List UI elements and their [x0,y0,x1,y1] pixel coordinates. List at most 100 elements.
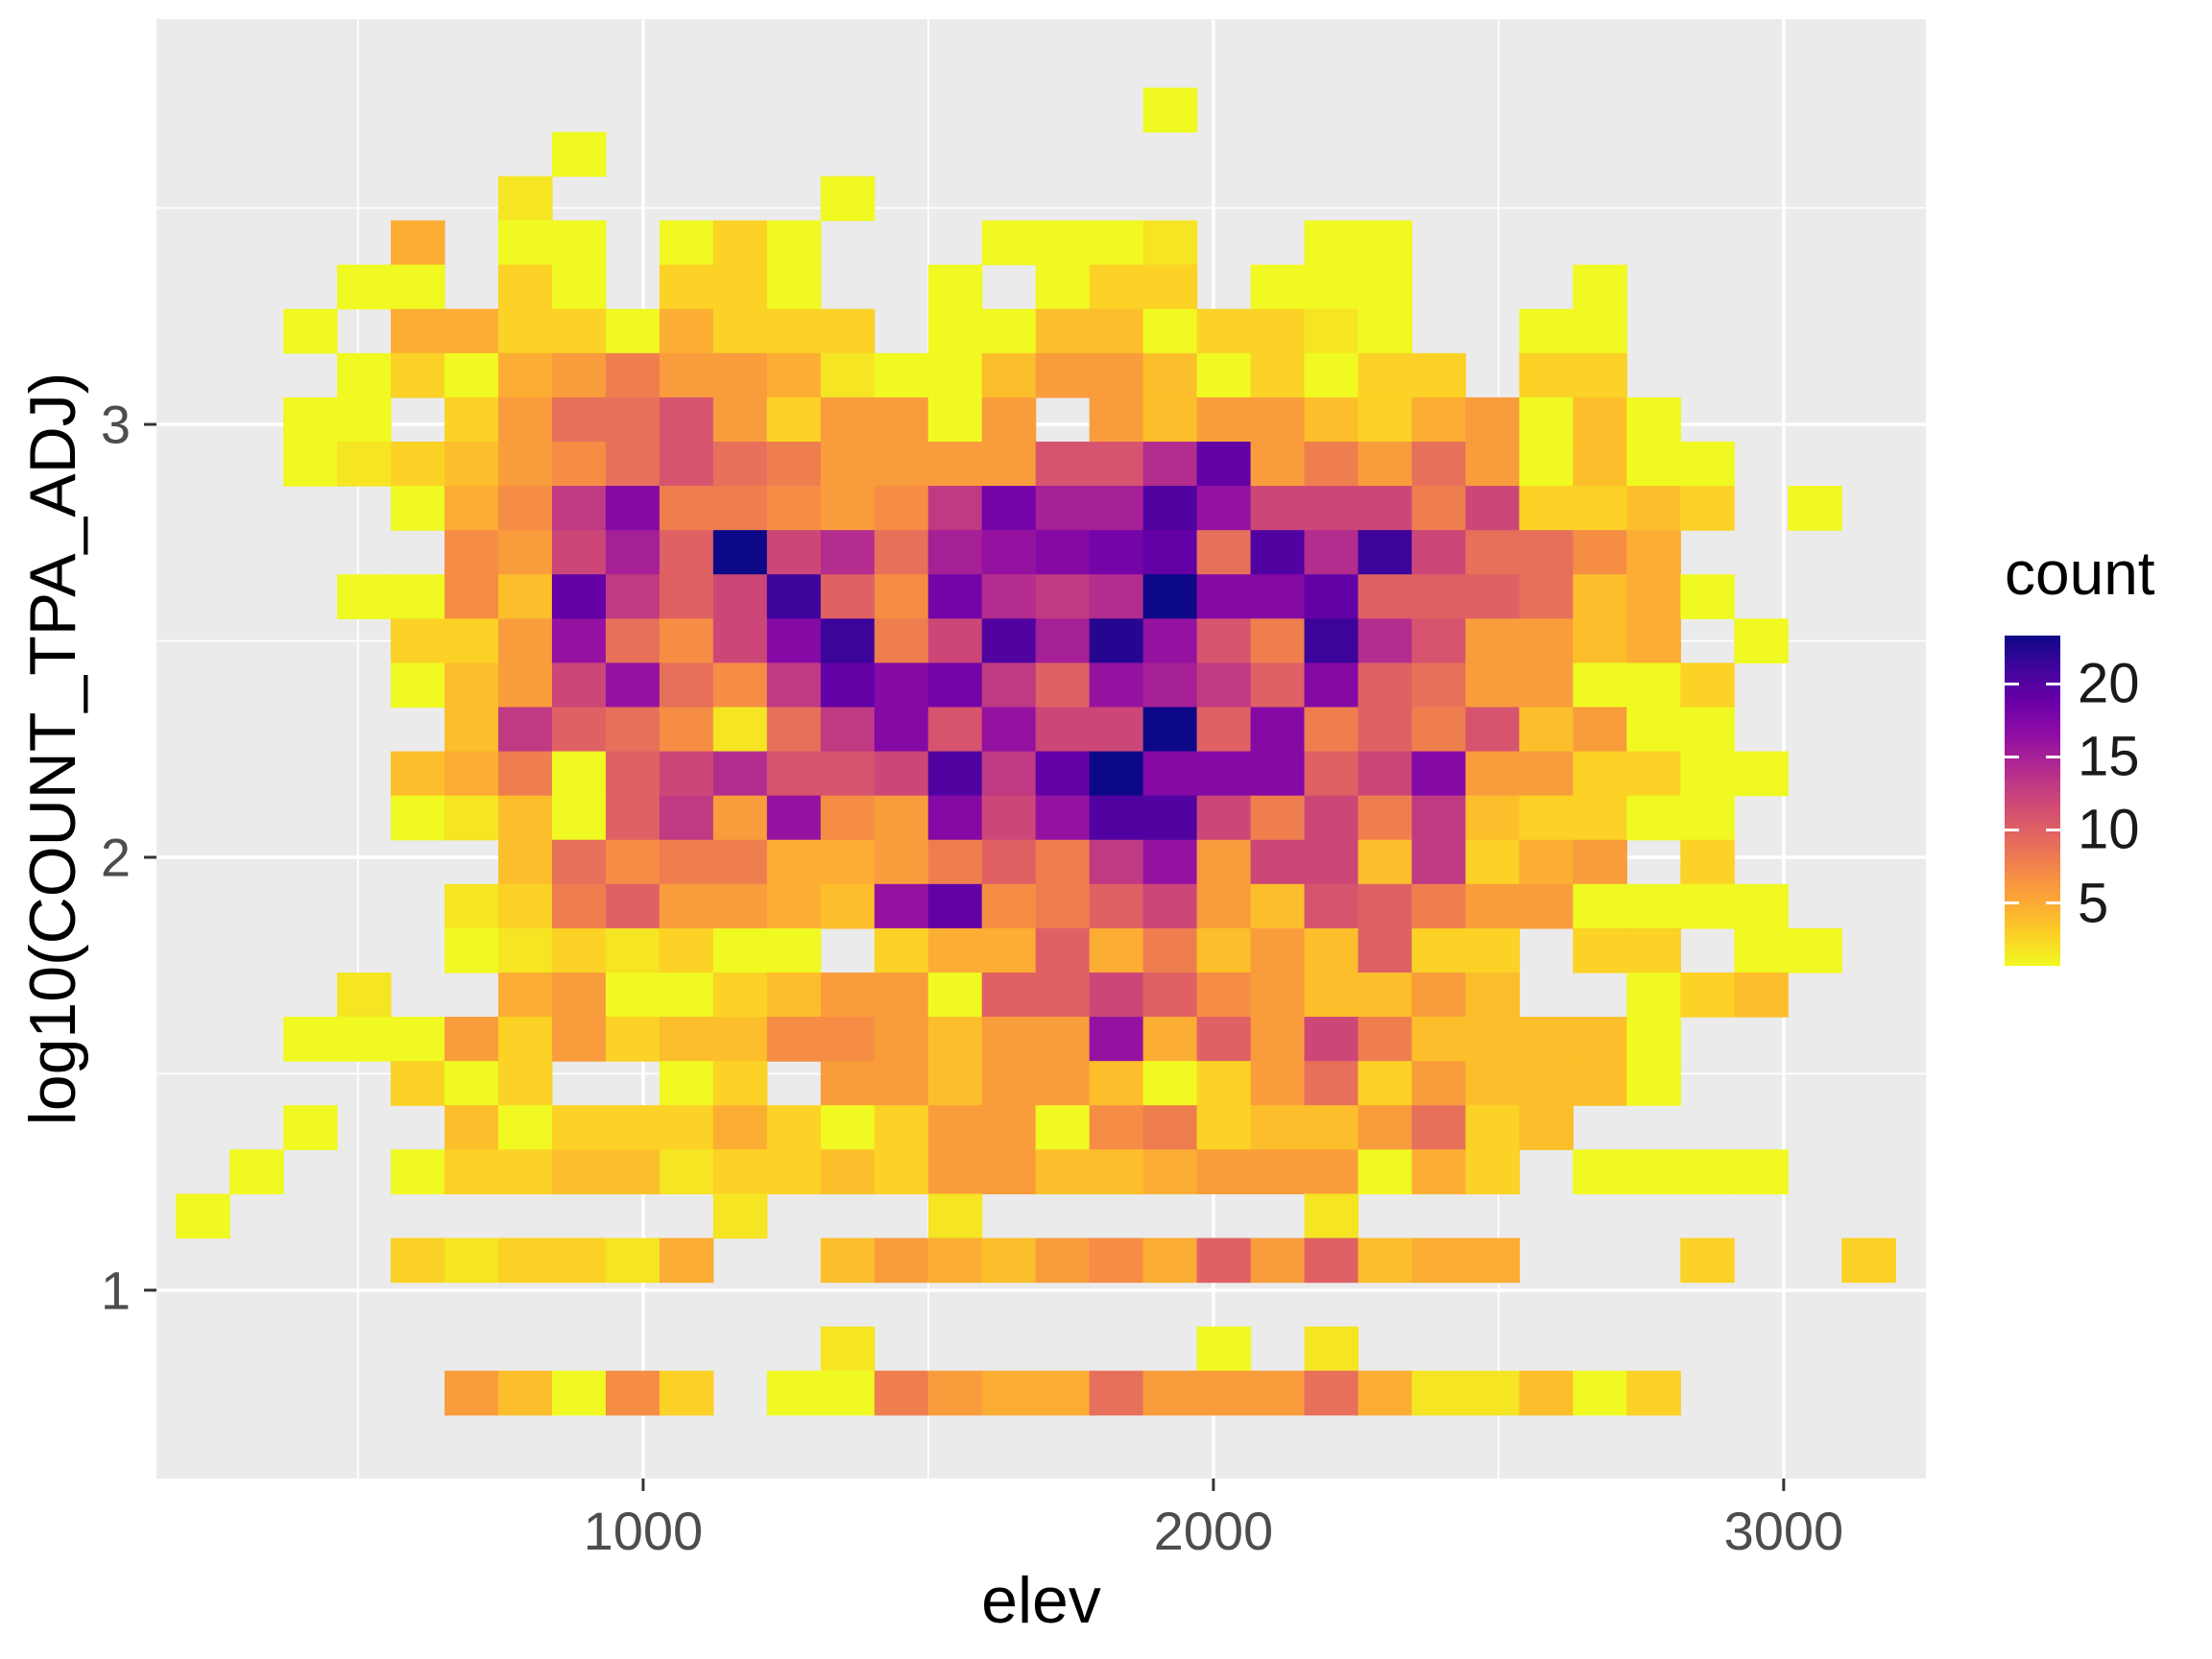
heatmap-cell [659,530,714,575]
heatmap-cell [820,397,876,443]
heatmap-cell [766,486,822,531]
heatmap-cell [712,839,768,885]
heatmap-cell [497,308,553,354]
heatmap-cell [1142,1370,1198,1416]
heatmap-cell [605,1149,661,1194]
heatmap-cell [1626,574,1681,619]
heatmap-cell [1626,972,1681,1018]
heatmap-cell [659,308,714,354]
heatmap-cell [1411,839,1467,885]
heatmap-cell [1250,1017,1306,1062]
heatmap-cell [1680,1149,1735,1194]
heatmap-cell [1358,795,1413,841]
heatmap-cell [927,1238,983,1284]
heatmap-cell [1465,927,1521,974]
heatmap-cell [551,707,607,753]
heatmap-cell [1035,1105,1091,1150]
heatmap-cell [1035,1238,1091,1284]
heatmap-cell [1626,795,1681,841]
heatmap-cell [1089,927,1144,974]
heatmap-cell [981,1370,1037,1416]
heatmap-cell [1573,751,1627,797]
heatmap-cell [981,707,1037,753]
y-tick-label: 2 [100,827,131,888]
legend-colorbar [2005,636,2060,966]
heatmap-cell [1142,927,1198,974]
heatmap-cell [659,397,714,443]
heatmap-cell [820,707,876,753]
heatmap-cell [1734,751,1789,797]
heatmap-cell [1680,972,1735,1018]
heatmap-cell [1089,839,1144,885]
heatmap-cell [1519,530,1574,575]
heatmap-cell [1089,530,1144,575]
heatmap-cell [1142,751,1198,797]
heatmap-cell [1304,927,1359,974]
heatmap-cell [1089,1370,1144,1416]
legend-tick-mark [2005,682,2019,685]
heatmap-cell [337,574,392,619]
heatmap-cell [1465,574,1521,619]
heatmap-cell [605,1238,661,1284]
heatmap-cell [1035,795,1091,841]
heatmap-cell [1142,441,1198,487]
heatmap-cell [1411,1149,1467,1194]
heatmap-cell [444,441,499,487]
heatmap-cell [766,220,822,266]
heatmap-cell [497,839,553,885]
heatmap-cell [927,1017,983,1062]
heatmap-cell [766,662,822,709]
heatmap-cell [1035,1017,1091,1062]
heatmap-cell [874,707,929,753]
x-axis-title: elev [981,1564,1101,1637]
heatmap-cell [1788,486,1842,531]
heatmap-cell [1142,1017,1198,1062]
heatmap-cell [497,176,553,222]
heatmap-cell [874,839,929,885]
heatmap-cell [820,839,876,885]
heatmap-cell [551,927,607,974]
heatmap-cell [1089,618,1144,664]
heatmap-cell [981,751,1037,797]
heatmap-cell [1196,441,1252,487]
heatmap-cell [981,927,1037,974]
heatmap-cell [874,441,929,487]
heatmap-cell [1196,1061,1252,1106]
heatmap-cell [1626,397,1681,443]
heatmap-cell [981,1238,1037,1284]
heatmap-cell [981,883,1037,929]
heatmap-cell [766,927,822,974]
heatmap-cell [1089,707,1144,753]
heatmap-cell [766,707,822,753]
legend-tick-label: 5 [2078,872,2109,935]
heatmap-cell [1411,1238,1467,1284]
heatmap-cell [605,1370,661,1416]
heatmap-cell [551,883,607,929]
heatmap-cell [712,707,768,753]
heatmap-cell [1626,662,1681,709]
heatmap-cell [551,1105,607,1150]
heatmap-cell [1573,707,1627,753]
heatmap-cell [1089,883,1144,929]
heatmap-cell [927,1105,983,1150]
heatmap-cell [1089,1017,1144,1062]
heatmap-cell [1626,751,1681,797]
heatmap-cell [1035,352,1091,398]
heatmap-cell [1411,1370,1467,1416]
heatmap-cell [766,1105,822,1150]
heatmap-cell [659,1370,714,1416]
heatmap-cell [820,751,876,797]
heatmap-cell [1196,397,1252,443]
heatmap-cell [1142,1061,1198,1106]
heatmap-cell [874,751,929,797]
heatmap-cell [1358,308,1413,354]
heatmap-cell [551,795,607,841]
heatmap-cell [229,1149,284,1194]
heatmap-cell [1142,530,1198,575]
heatmap-cell [1573,397,1627,443]
heatmap-cell [1142,1149,1198,1194]
heatmap-cell [1196,618,1252,664]
heatmap-cell [1089,574,1144,619]
heatmap-cell [927,441,983,487]
heatmap-cell [1573,839,1627,885]
